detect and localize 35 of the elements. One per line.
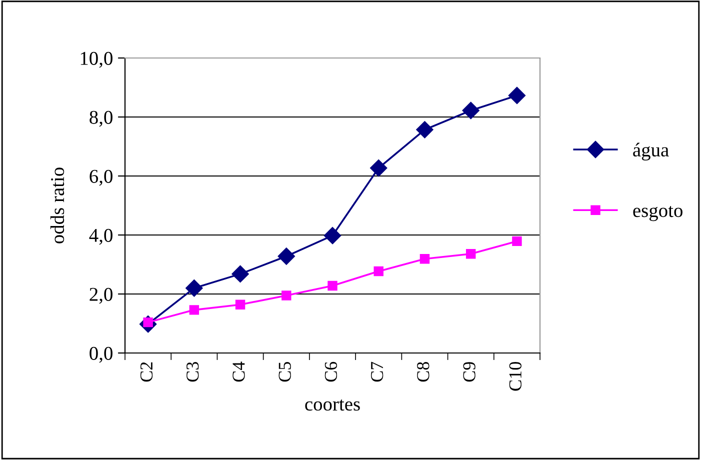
point <box>232 265 249 282</box>
point <box>512 236 522 246</box>
point <box>278 248 295 265</box>
y-axis-title: odds ratio <box>50 168 64 244</box>
point <box>328 280 338 291</box>
y-tick-label: 0,0 <box>90 346 112 363</box>
x-tick-label: C9 <box>463 362 476 382</box>
point <box>462 102 480 120</box>
x-tick-label: C5 <box>278 362 291 382</box>
point <box>235 300 246 310</box>
point <box>324 227 342 244</box>
x-tick-label: C6 <box>324 362 338 382</box>
point <box>282 290 292 300</box>
x-tick-label: C2 <box>140 362 153 382</box>
x-tick-label: C10 <box>509 362 522 391</box>
point <box>374 266 384 276</box>
point <box>420 254 430 264</box>
y-tick-label: 6,0 <box>90 170 112 186</box>
point <box>466 249 476 259</box>
y-tick-label: 10,0 <box>80 52 112 68</box>
x-tick-label: C7 <box>370 362 384 382</box>
x-axis-title: coortes <box>305 400 360 411</box>
point <box>189 305 200 315</box>
x-tick-label: C4 <box>232 362 245 382</box>
legend-label: esgoto <box>633 206 682 222</box>
y-tick-label: 4,0 <box>89 228 112 245</box>
y-tick-label: 8,0 <box>90 110 112 127</box>
legend-label: água <box>633 142 669 161</box>
point <box>186 280 203 297</box>
x-tick-label: C3 <box>186 362 199 382</box>
point <box>416 121 434 138</box>
point <box>508 86 526 104</box>
x-tick-label: C8 <box>417 362 430 382</box>
y-tick-label: 2,0 <box>90 288 112 304</box>
point <box>370 159 388 177</box>
